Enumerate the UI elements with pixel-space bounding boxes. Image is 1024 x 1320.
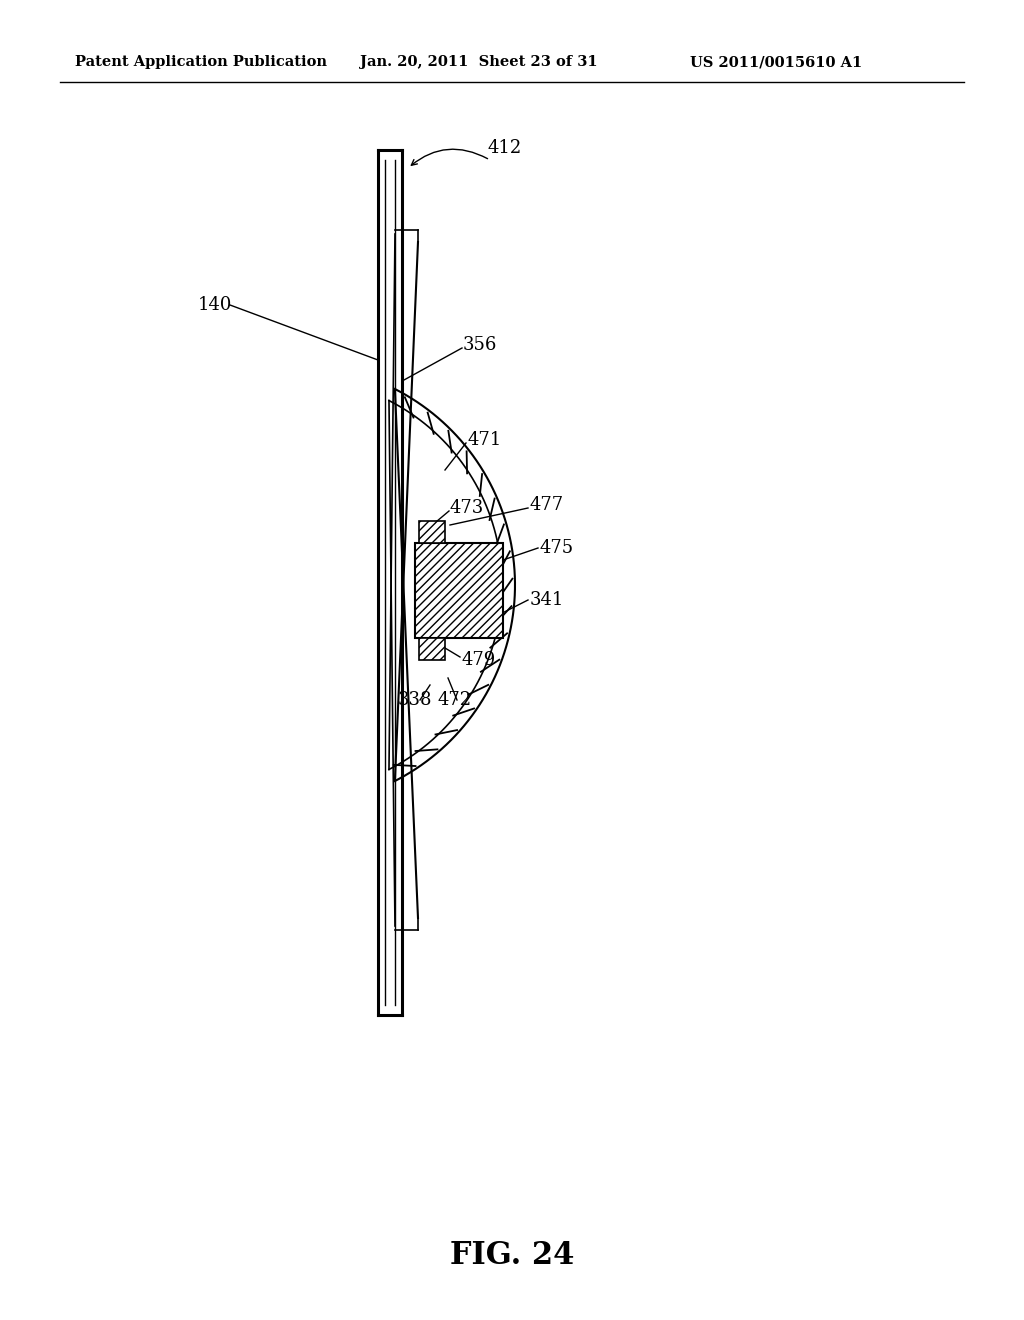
Text: Patent Application Publication: Patent Application Publication xyxy=(75,55,327,69)
Bar xyxy=(419,638,445,660)
Text: Jan. 20, 2011  Sheet 23 of 31: Jan. 20, 2011 Sheet 23 of 31 xyxy=(360,55,598,69)
Text: 479: 479 xyxy=(462,651,497,669)
Text: FIG. 24: FIG. 24 xyxy=(450,1239,574,1270)
Text: 356: 356 xyxy=(463,337,498,354)
Bar xyxy=(415,543,503,638)
Text: 477: 477 xyxy=(530,496,564,513)
Text: 338: 338 xyxy=(398,690,432,709)
Text: 475: 475 xyxy=(540,539,574,557)
Bar xyxy=(419,521,445,543)
Text: 341: 341 xyxy=(530,591,564,609)
Text: 412: 412 xyxy=(487,139,522,157)
Text: 473: 473 xyxy=(450,499,484,517)
Text: US 2011/0015610 A1: US 2011/0015610 A1 xyxy=(690,55,862,69)
Text: 140: 140 xyxy=(198,296,232,314)
Text: 471: 471 xyxy=(468,432,502,449)
Text: 472: 472 xyxy=(438,690,472,709)
